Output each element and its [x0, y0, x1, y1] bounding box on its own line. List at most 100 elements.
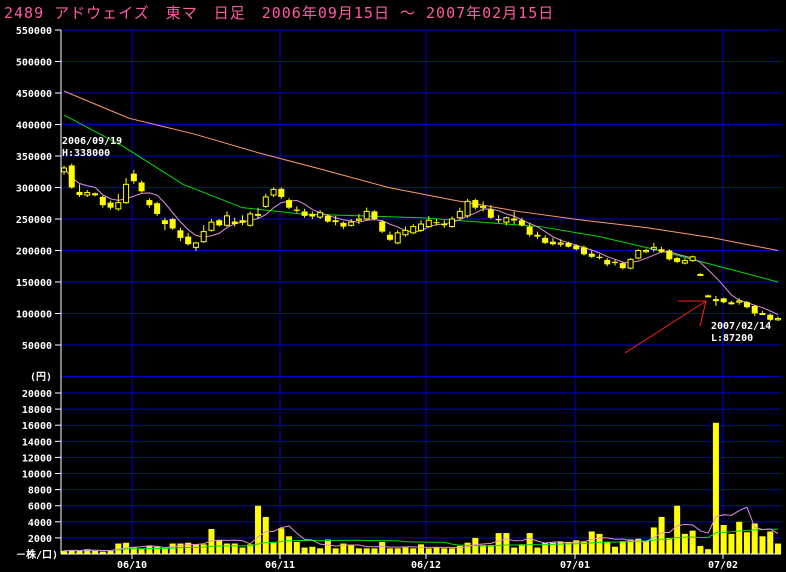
volume-bar: [689, 530, 696, 554]
candle-body-down: [293, 209, 300, 211]
volume-bar: [751, 523, 758, 554]
price-tick-label: 200000: [16, 247, 52, 258]
candle-body-down: [720, 298, 727, 303]
candle-body-down: [751, 305, 758, 314]
price-tick-label: 150000: [16, 278, 52, 289]
candle-body-down: [441, 224, 448, 226]
candle-body-up: [355, 218, 362, 221]
volume-tick-label: 14000: [22, 437, 52, 448]
grid: [61, 29, 781, 554]
candle-body-down: [107, 202, 114, 208]
candle-body-up: [348, 221, 355, 226]
candle-body-down: [472, 200, 479, 208]
candle-body-down: [130, 173, 137, 182]
volume-bar: [534, 547, 541, 554]
candle-body-down: [255, 213, 262, 216]
volume-bar: [433, 547, 440, 554]
volume-bar: [697, 545, 704, 554]
volume-bar: [728, 533, 735, 554]
candle-body-up: [317, 212, 324, 218]
volume-bar: [177, 543, 184, 554]
candle-body-up: [650, 246, 657, 250]
volume-bar: [511, 547, 518, 554]
price-tick-label: 300000: [16, 184, 52, 195]
candle-body-up: [223, 215, 230, 226]
candle-body-down: [138, 182, 145, 192]
volume-bar: [573, 540, 580, 554]
candle-body-down: [674, 258, 681, 262]
candle-body-up: [464, 200, 471, 217]
volume-ma-long: [63, 528, 779, 552]
volume-averages: [63, 506, 779, 552]
volume-bar: [767, 531, 774, 554]
candle-body-up: [712, 299, 719, 302]
candle-body-up: [84, 192, 91, 196]
candle-body-up: [689, 256, 696, 262]
high-date-label: 2006/09/19: [62, 136, 122, 147]
volume-bar: [526, 533, 533, 554]
volume-bar: [612, 546, 619, 554]
volume-bar: [107, 550, 114, 554]
candle-body-up: [61, 167, 67, 173]
volume-bar: [309, 546, 316, 554]
candle-body-down: [301, 211, 308, 216]
candle-body-down: [340, 222, 347, 227]
candle-body-down: [185, 236, 192, 245]
price-tick-label: 100000: [16, 310, 52, 321]
volume-bar: [255, 505, 262, 554]
volume-bar: [480, 545, 487, 554]
volume-bar: [425, 548, 432, 554]
volume-bar: [565, 541, 572, 554]
axes: 550000 500000 450000 400000 350000 300000 2500…: [16, 26, 781, 571]
candle-body-up: [775, 318, 781, 321]
volume-bar: [239, 547, 246, 554]
candle-body-down: [239, 220, 246, 223]
candle-body-up: [456, 210, 463, 219]
volume-bar: [355, 548, 362, 554]
volume-tick-label: 18000: [22, 405, 52, 416]
volume-bar: [674, 505, 681, 554]
volume-bar: [386, 548, 393, 554]
volume-bar: [705, 549, 712, 554]
candle-body-down: [324, 215, 331, 222]
volume-bar: [650, 527, 657, 554]
x-tick-label: 07/02: [708, 560, 738, 571]
volume-bar: [712, 422, 719, 554]
candle-body-down: [371, 211, 378, 219]
volume-bar: [410, 548, 417, 554]
candle-body-down: [68, 165, 75, 188]
low-date-label: 2007/02/14: [711, 321, 771, 332]
candle-body-down: [767, 314, 774, 320]
volume-bar: [441, 548, 448, 554]
volume-bar: [580, 541, 587, 554]
x-tick-label: 06/11: [265, 560, 295, 571]
candle-body-down: [169, 219, 176, 229]
volume-bar: [99, 551, 106, 554]
volume-bar: [223, 543, 230, 554]
candle-body-up: [410, 226, 417, 234]
price-tick-label: 400000: [16, 121, 52, 132]
candle-body-up: [728, 302, 735, 305]
volume-bar: [192, 544, 199, 554]
volume-bar: [449, 548, 456, 554]
price-tick-label: 250000: [16, 215, 52, 226]
candle-body-down: [604, 259, 611, 265]
volume-bar: [503, 533, 510, 554]
volume-bar: [247, 544, 254, 554]
candle-body-down: [231, 221, 238, 225]
candle-body-up: [557, 242, 564, 245]
volume-tick-label: 20000: [22, 389, 52, 400]
candle-body-down: [549, 241, 556, 245]
volume-bar: [146, 545, 153, 554]
volume-ma-short: [63, 506, 779, 552]
volume-tick-label: 12000: [22, 453, 52, 464]
volume-bar: [720, 525, 727, 554]
volume-bar: [286, 536, 293, 554]
x-tick-label: 06/10: [117, 560, 147, 571]
volume-bar: [262, 516, 269, 554]
volume-bar: [324, 539, 331, 554]
candle-body-down: [379, 221, 386, 232]
volume-bar: [394, 548, 401, 554]
candle-body-down: [278, 188, 285, 197]
